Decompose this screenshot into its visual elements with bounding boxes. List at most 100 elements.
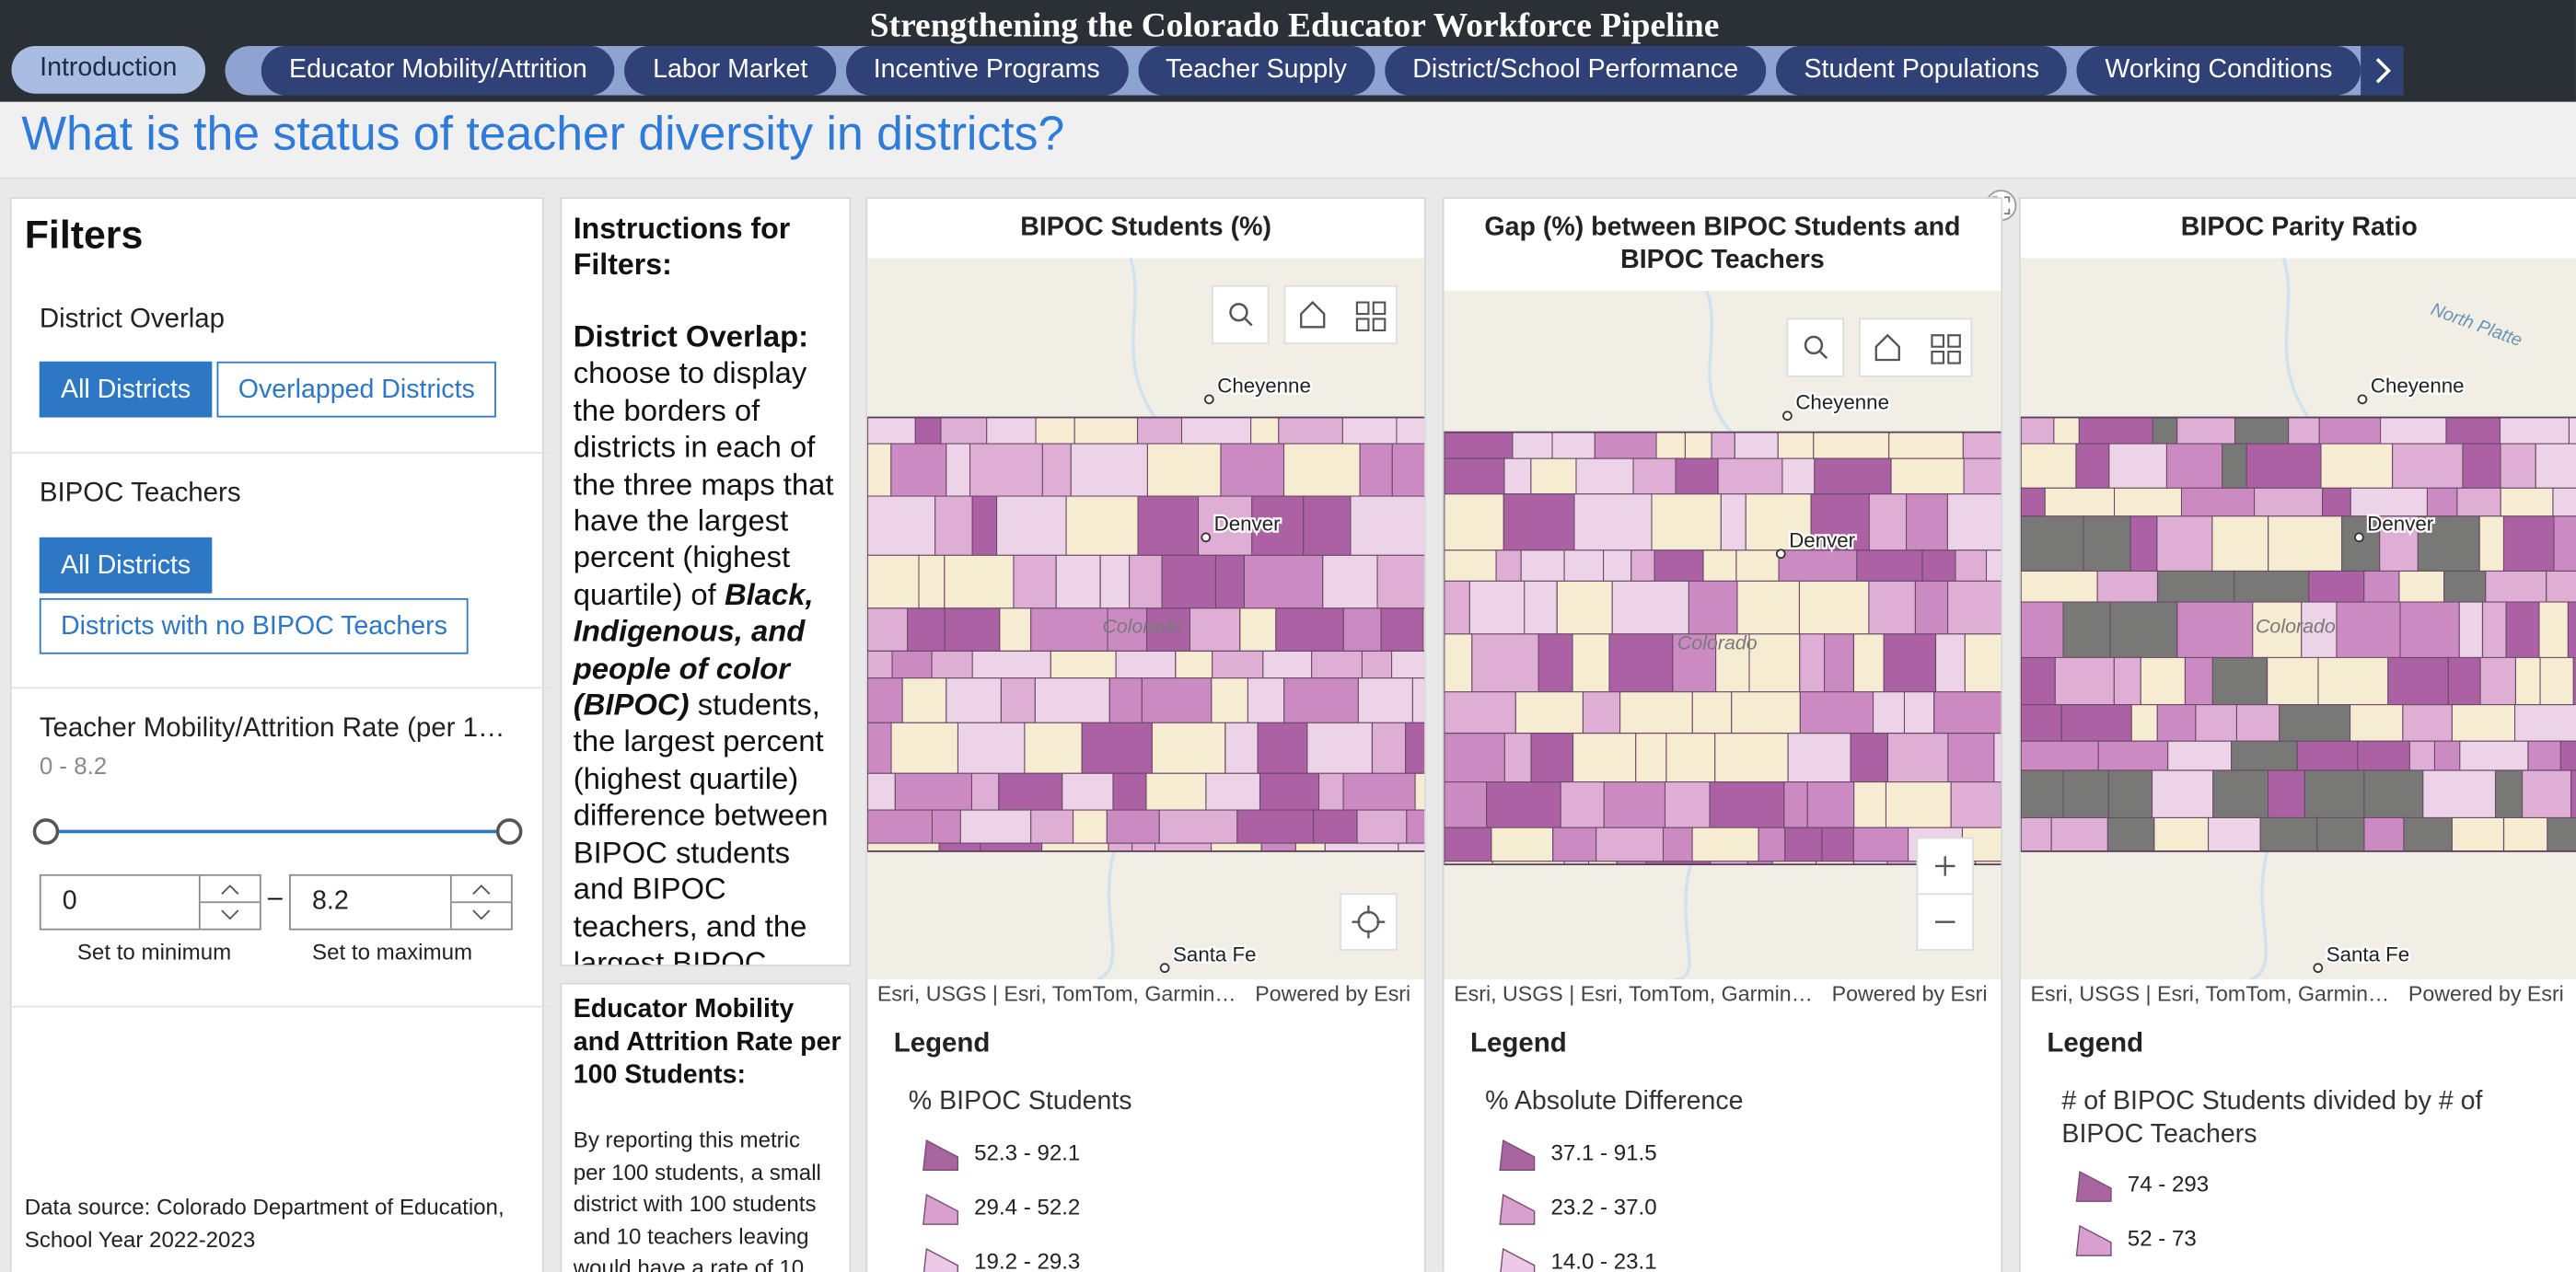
district[interactable] xyxy=(2020,443,2077,489)
district[interactable] xyxy=(2443,570,2487,603)
filter-button[interactable]: All Districts xyxy=(39,361,213,418)
district[interactable] xyxy=(1495,549,1522,582)
district[interactable] xyxy=(1575,457,1634,495)
locate-button[interactable] xyxy=(1340,893,1398,951)
district[interactable] xyxy=(969,443,1043,497)
district[interactable] xyxy=(2211,515,2269,572)
filter-button[interactable]: Districts with no BIPOC Teachers xyxy=(39,597,470,654)
district[interactable] xyxy=(894,772,973,811)
district[interactable] xyxy=(2426,487,2458,517)
district[interactable] xyxy=(1357,677,1413,723)
district[interactable] xyxy=(957,722,1026,774)
district[interactable] xyxy=(1311,650,1363,679)
district[interactable] xyxy=(890,443,947,497)
district[interactable] xyxy=(1530,457,1577,495)
district[interactable] xyxy=(2316,816,2365,852)
district[interactable] xyxy=(1161,554,1216,609)
district[interactable] xyxy=(2234,570,2310,603)
district[interactable] xyxy=(2156,515,2213,572)
district[interactable] xyxy=(1259,772,1320,811)
district[interactable] xyxy=(996,495,1067,556)
district[interactable] xyxy=(1651,493,1722,551)
district[interactable] xyxy=(1868,580,1916,635)
district[interactable] xyxy=(1468,580,1526,635)
district[interactable] xyxy=(2140,656,2186,706)
district[interactable] xyxy=(2259,816,2318,852)
district[interactable] xyxy=(1799,691,1874,734)
district[interactable] xyxy=(1220,443,1285,497)
district[interactable] xyxy=(2165,443,2223,489)
district[interactable] xyxy=(2211,656,2269,706)
district[interactable] xyxy=(1665,733,1716,783)
district[interactable] xyxy=(2417,515,2480,572)
district[interactable] xyxy=(2445,416,2501,445)
district[interactable] xyxy=(1963,457,2002,495)
district[interactable] xyxy=(1883,633,1936,693)
district[interactable] xyxy=(867,677,903,723)
district[interactable] xyxy=(2108,443,2167,489)
district[interactable] xyxy=(1573,493,1653,551)
next-tab-button[interactable] xyxy=(2361,45,2404,96)
district[interactable] xyxy=(867,554,920,609)
district[interactable] xyxy=(901,677,947,723)
district[interactable] xyxy=(914,416,942,445)
nav-tab[interactable]: Labor Market xyxy=(624,45,836,96)
district[interactable] xyxy=(2184,656,2213,706)
district[interactable] xyxy=(1783,781,1808,828)
district[interactable] xyxy=(2458,601,2483,659)
district[interactable] xyxy=(2020,515,2084,572)
district[interactable] xyxy=(1376,554,1426,609)
district[interactable] xyxy=(1444,457,1505,495)
district[interactable] xyxy=(1630,549,1655,582)
district[interactable] xyxy=(998,772,1063,811)
district[interactable] xyxy=(2235,704,2280,742)
district[interactable] xyxy=(2403,816,2454,852)
district[interactable] xyxy=(2156,704,2197,742)
district[interactable] xyxy=(1873,691,1906,734)
district[interactable] xyxy=(867,650,893,679)
district[interactable] xyxy=(1444,733,1505,783)
district[interactable] xyxy=(2254,487,2324,517)
district[interactable] xyxy=(1158,809,1238,844)
district[interactable] xyxy=(1099,554,1131,609)
district[interactable] xyxy=(1212,650,1264,679)
district[interactable] xyxy=(2078,416,2153,445)
range-slider[interactable] xyxy=(29,812,528,851)
district[interactable] xyxy=(2075,443,2110,489)
district[interactable] xyxy=(1731,691,1801,734)
district[interactable] xyxy=(2020,740,2099,771)
district[interactable] xyxy=(1471,633,1539,693)
district[interactable] xyxy=(2180,487,2256,517)
district[interactable] xyxy=(2317,656,2389,706)
district[interactable] xyxy=(1850,733,1888,783)
district[interactable] xyxy=(1582,691,1621,734)
district[interactable] xyxy=(1013,554,1057,609)
district[interactable] xyxy=(2479,656,2516,706)
district[interactable] xyxy=(1950,781,2002,828)
district[interactable] xyxy=(1914,580,1949,635)
nav-tab[interactable]: District/School Performance xyxy=(1384,45,1767,96)
district[interactable] xyxy=(999,607,1032,652)
district[interactable] xyxy=(2106,816,2155,852)
district[interactable] xyxy=(1283,677,1359,723)
district[interactable] xyxy=(2559,740,2576,771)
district[interactable] xyxy=(2535,443,2576,489)
grid-icon[interactable] xyxy=(1355,301,1387,331)
district[interactable] xyxy=(1024,722,1083,774)
district[interactable] xyxy=(2482,601,2507,659)
district[interactable] xyxy=(1735,549,1780,582)
district[interactable] xyxy=(1852,827,1909,862)
district[interactable] xyxy=(1711,432,1735,459)
district[interactable] xyxy=(867,607,909,652)
district[interactable] xyxy=(2020,816,2052,852)
district[interactable] xyxy=(1065,495,1139,556)
district[interactable] xyxy=(1275,607,1344,652)
district[interactable] xyxy=(1303,495,1352,556)
district[interactable] xyxy=(1251,495,1305,556)
district[interactable] xyxy=(2130,704,2158,742)
district[interactable] xyxy=(1224,722,1259,774)
district[interactable] xyxy=(2020,704,2062,742)
district[interactable] xyxy=(1594,432,1657,459)
district[interactable] xyxy=(2050,816,2108,852)
